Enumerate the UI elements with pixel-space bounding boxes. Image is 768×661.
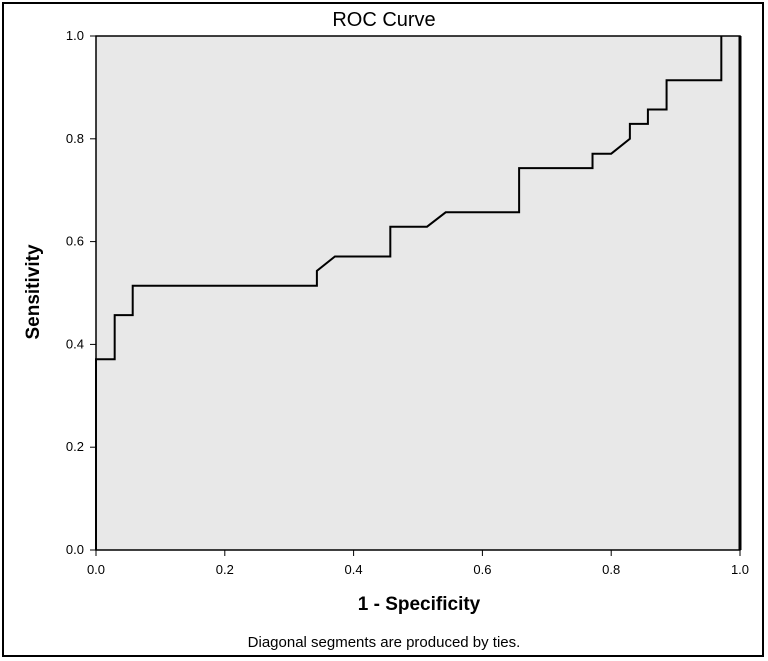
- x-axis-title: 1 - Specificity: [358, 594, 481, 615]
- x-tick-label: 0.2: [216, 562, 234, 577]
- y-tick-label: 0.2: [66, 439, 84, 454]
- x-tick-label: 0.6: [473, 562, 491, 577]
- y-tick-label: 0.6: [66, 234, 84, 249]
- x-tick-label: 0.0: [87, 562, 105, 577]
- x-tick-label: 1.0: [731, 562, 749, 577]
- y-tick-label: 0.0: [66, 542, 84, 557]
- x-tick-label: 0.8: [602, 562, 620, 577]
- y-tick-label: 0.4: [66, 336, 84, 351]
- y-tick-label: 0.8: [66, 131, 84, 146]
- x-tick-label: 0.4: [345, 562, 363, 577]
- chart-footnote: Diagonal segments are produced by ties.: [248, 634, 521, 651]
- y-axis-ticks: 0.0 0.2 0.4 0.6 0.8 1.0: [66, 28, 96, 557]
- roc-curve-line: [95, 36, 723, 550]
- y-axis-title: Sensitivity: [23, 244, 44, 339]
- x-axis-ticks: 0.0 0.2 0.4 0.6 0.8 1.0: [87, 550, 749, 577]
- chart-title: ROC Curve: [332, 9, 435, 31]
- y-tick-label: 1.0: [66, 28, 84, 43]
- plot-area: [95, 35, 741, 551]
